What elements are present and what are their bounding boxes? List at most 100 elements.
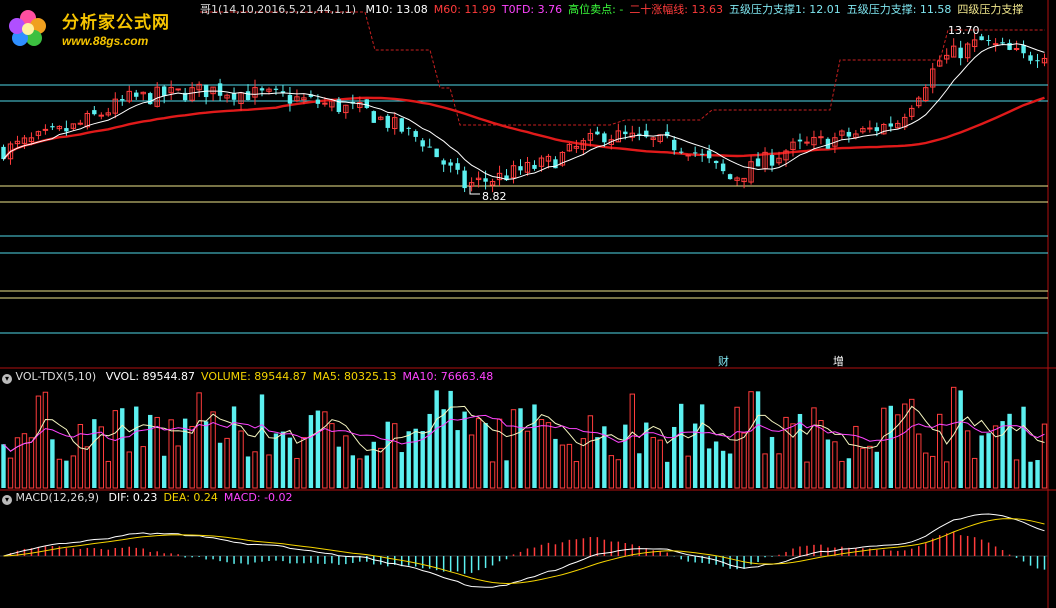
candle-body — [92, 110, 97, 115]
volume-bar — [888, 405, 893, 488]
event-marker-zeng[interactable]: 增 — [833, 355, 844, 368]
volume-bar — [1007, 413, 1012, 488]
candles — [1, 33, 1048, 193]
candle-body — [483, 178, 488, 182]
volume-bar — [692, 423, 698, 488]
main-legend-item: 五级压力支撑: 11.58 — [846, 3, 952, 16]
candle-body — [448, 162, 453, 166]
candle-body — [475, 177, 482, 181]
volume-bar — [566, 443, 573, 489]
volume-bar — [350, 455, 356, 488]
candle-body — [42, 128, 49, 131]
volume-bar — [1035, 460, 1040, 488]
candle-body — [937, 60, 943, 67]
volume-bar — [524, 430, 531, 489]
volume-bar — [943, 461, 950, 489]
volume-bar — [140, 446, 146, 489]
main-legend-item: M10: 13.08 — [365, 3, 428, 16]
candle-body — [602, 133, 607, 143]
volume-bar — [294, 457, 300, 489]
volume-bar — [650, 437, 656, 489]
volume-bar — [168, 419, 174, 489]
candle-body — [769, 154, 775, 166]
volume-bar — [713, 441, 719, 488]
low-pointer-line — [469, 186, 480, 195]
volume-bar — [161, 455, 167, 488]
candle-body — [623, 131, 628, 135]
candle-body — [1028, 55, 1033, 61]
candle-body — [315, 99, 321, 104]
volume-bar — [825, 439, 831, 488]
volume-bar — [930, 455, 936, 489]
volume-bar — [196, 392, 202, 489]
candle-body — [1000, 42, 1005, 44]
candle-body — [958, 47, 963, 59]
volume-bar — [301, 437, 307, 489]
dea-line — [3, 518, 1045, 585]
candle-body — [699, 153, 705, 155]
volume-bar — [916, 433, 922, 489]
volume-bar — [203, 421, 209, 488]
macd-indicator-name: MACD(12,26,9) — [15, 491, 100, 504]
main-legend-item: M60: 11.99 — [433, 3, 496, 16]
volume-bar — [706, 448, 712, 488]
volume-bar — [665, 461, 670, 488]
volume-bar — [105, 460, 111, 489]
resistance-step-line — [200, 11, 1045, 126]
volume-bar — [992, 425, 999, 489]
candle-body — [867, 127, 873, 130]
volume-bar — [699, 404, 705, 488]
volume-bar — [504, 460, 509, 488]
event-marker-cai[interactable]: 财 — [718, 355, 729, 368]
volume-bar — [273, 433, 279, 488]
volume-bar — [510, 409, 517, 489]
volume-bar — [154, 416, 160, 489]
volume-bar — [14, 437, 21, 489]
volume-bar — [1028, 461, 1033, 488]
candle-body — [84, 112, 91, 128]
site-logo: 分析家公式网 www.88gs.com — [2, 4, 202, 52]
volume-bar — [406, 431, 411, 488]
candle-body — [992, 43, 999, 46]
candle-body — [818, 136, 824, 139]
candle-body — [776, 157, 782, 164]
candle-body — [679, 151, 684, 153]
volume-bar — [804, 461, 810, 489]
volume-bar — [587, 415, 594, 489]
volume-panel — [1, 386, 1048, 489]
volume-bar — [818, 420, 824, 489]
volume-bar — [287, 437, 293, 488]
volume-bar — [971, 457, 978, 489]
volume-bar — [986, 433, 991, 488]
candle-body — [224, 94, 230, 99]
candle-body — [134, 92, 139, 97]
volume-bar — [776, 453, 782, 489]
candle-body — [692, 152, 698, 154]
macd-legend-item: MACD: -0.02 — [223, 491, 293, 504]
volume-bar — [950, 386, 957, 489]
volume-bar — [755, 391, 761, 488]
collapse-icon[interactable]: ▾ — [2, 374, 12, 384]
candle-body — [406, 127, 411, 129]
volume-bar — [832, 441, 838, 489]
volume-bar — [259, 394, 265, 488]
volume-bar — [846, 458, 852, 488]
volume-bar — [679, 403, 684, 488]
logo-url: www.88gs.com — [62, 34, 149, 48]
candle-body — [308, 94, 314, 97]
volume-bar — [98, 426, 105, 489]
collapse-icon[interactable]: ▾ — [2, 495, 12, 505]
volume-bar — [496, 418, 503, 489]
main-legend-item: 高位卖点: - — [568, 3, 624, 16]
candle-body — [336, 99, 342, 113]
volume-bar — [336, 446, 342, 488]
volume-bar — [839, 460, 845, 489]
candle-body — [1021, 45, 1026, 54]
volume-bar — [748, 391, 754, 489]
candle-body — [1, 146, 6, 160]
candle-body — [734, 177, 740, 181]
volume-bar — [532, 404, 537, 488]
candle-body — [50, 126, 55, 128]
volume-bar — [595, 437, 600, 488]
